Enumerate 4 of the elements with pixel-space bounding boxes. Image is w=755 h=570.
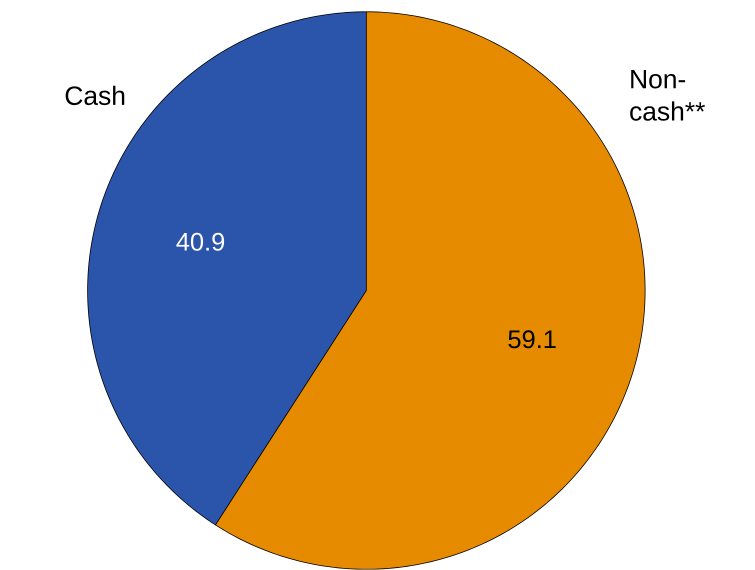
slice-label: Cash (66, 86, 124, 106)
data-label: 59.1 (508, 330, 556, 348)
data-label: 40.9 (176, 232, 224, 251)
slice-label: Non-cash** (630, 70, 705, 121)
